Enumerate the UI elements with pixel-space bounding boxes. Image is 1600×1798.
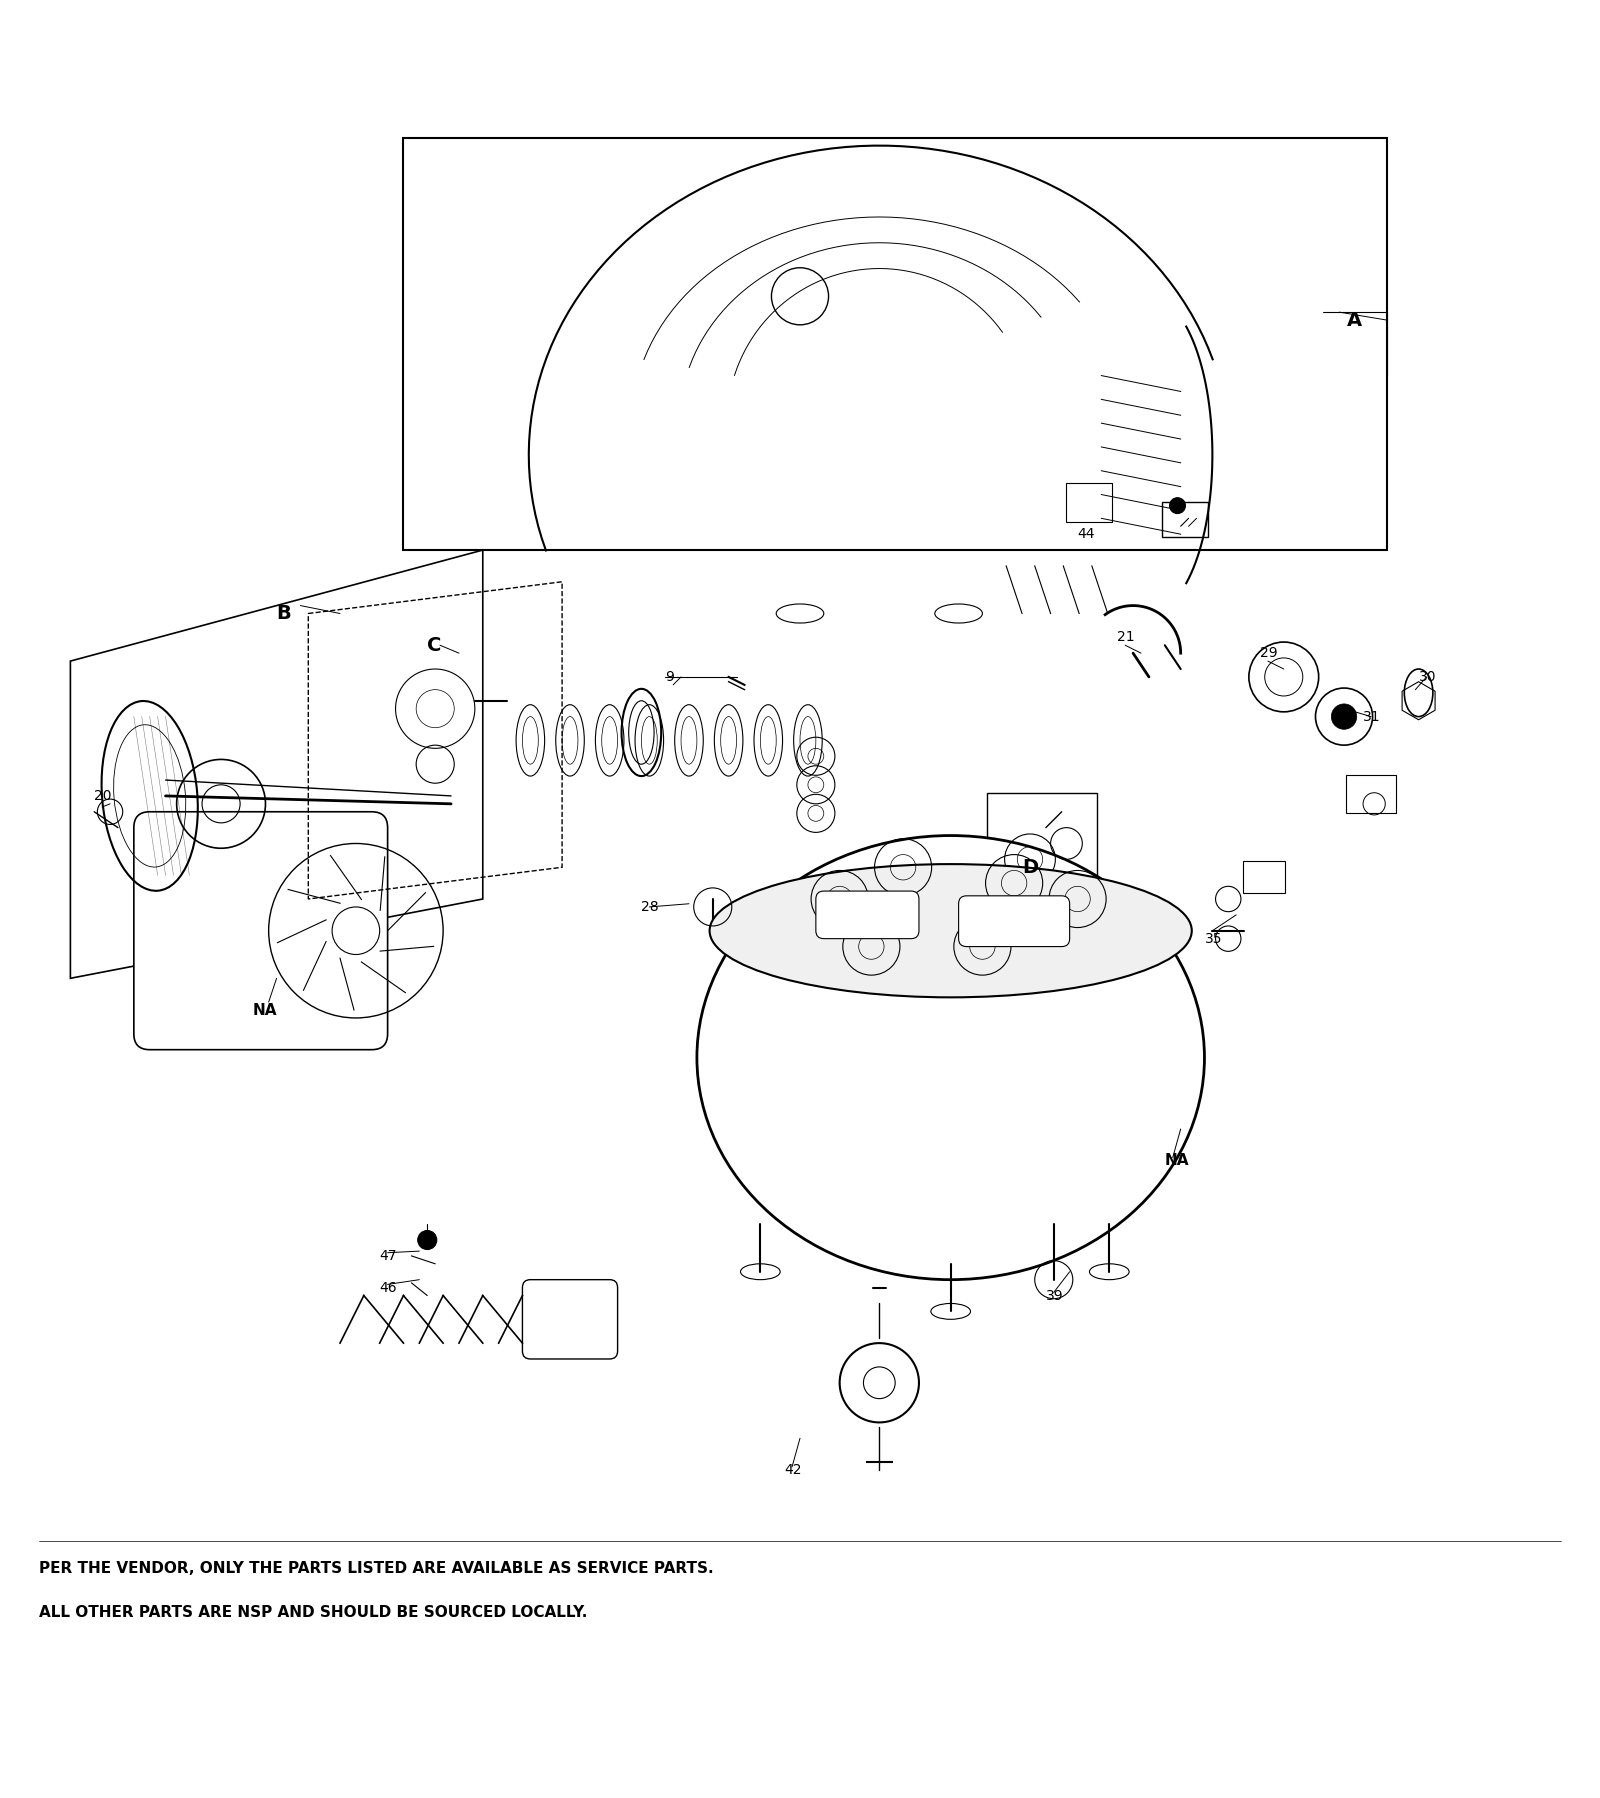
Text: D: D (1022, 858, 1038, 877)
Text: 35: 35 (1205, 931, 1222, 946)
Text: 28: 28 (642, 901, 659, 913)
Text: NA: NA (1165, 1153, 1189, 1169)
FancyBboxPatch shape (987, 793, 1096, 903)
Text: 46: 46 (379, 1280, 397, 1295)
FancyBboxPatch shape (816, 892, 918, 939)
FancyBboxPatch shape (1162, 502, 1208, 538)
Text: 29: 29 (1259, 645, 1277, 660)
FancyBboxPatch shape (1243, 861, 1285, 892)
FancyBboxPatch shape (523, 1280, 618, 1359)
Text: 39: 39 (1046, 1289, 1064, 1302)
Circle shape (1331, 703, 1357, 730)
FancyBboxPatch shape (134, 811, 387, 1050)
Ellipse shape (698, 836, 1205, 1280)
Text: NA: NA (253, 1003, 277, 1018)
Text: 20: 20 (94, 789, 112, 804)
FancyBboxPatch shape (403, 138, 1387, 550)
Circle shape (418, 1230, 437, 1250)
Text: 9: 9 (666, 671, 674, 683)
Ellipse shape (709, 865, 1192, 998)
Text: A: A (1347, 311, 1362, 329)
FancyBboxPatch shape (1067, 484, 1112, 521)
Text: 42: 42 (784, 1464, 802, 1476)
FancyBboxPatch shape (1346, 775, 1397, 813)
Text: PER THE VENDOR, ONLY THE PARTS LISTED ARE AVAILABLE AS SERVICE PARTS.: PER THE VENDOR, ONLY THE PARTS LISTED AR… (38, 1561, 714, 1575)
Text: 31: 31 (1363, 710, 1381, 723)
Text: 47: 47 (379, 1250, 397, 1262)
Text: 44: 44 (1077, 527, 1094, 541)
Text: 30: 30 (1419, 671, 1437, 683)
Circle shape (1170, 498, 1186, 514)
FancyBboxPatch shape (958, 895, 1070, 946)
Text: B: B (277, 604, 291, 622)
Text: ALL OTHER PARTS ARE NSP AND SHOULD BE SOURCED LOCALLY.: ALL OTHER PARTS ARE NSP AND SHOULD BE SO… (38, 1606, 587, 1620)
Text: 21: 21 (1117, 631, 1134, 644)
Text: C: C (427, 636, 442, 654)
